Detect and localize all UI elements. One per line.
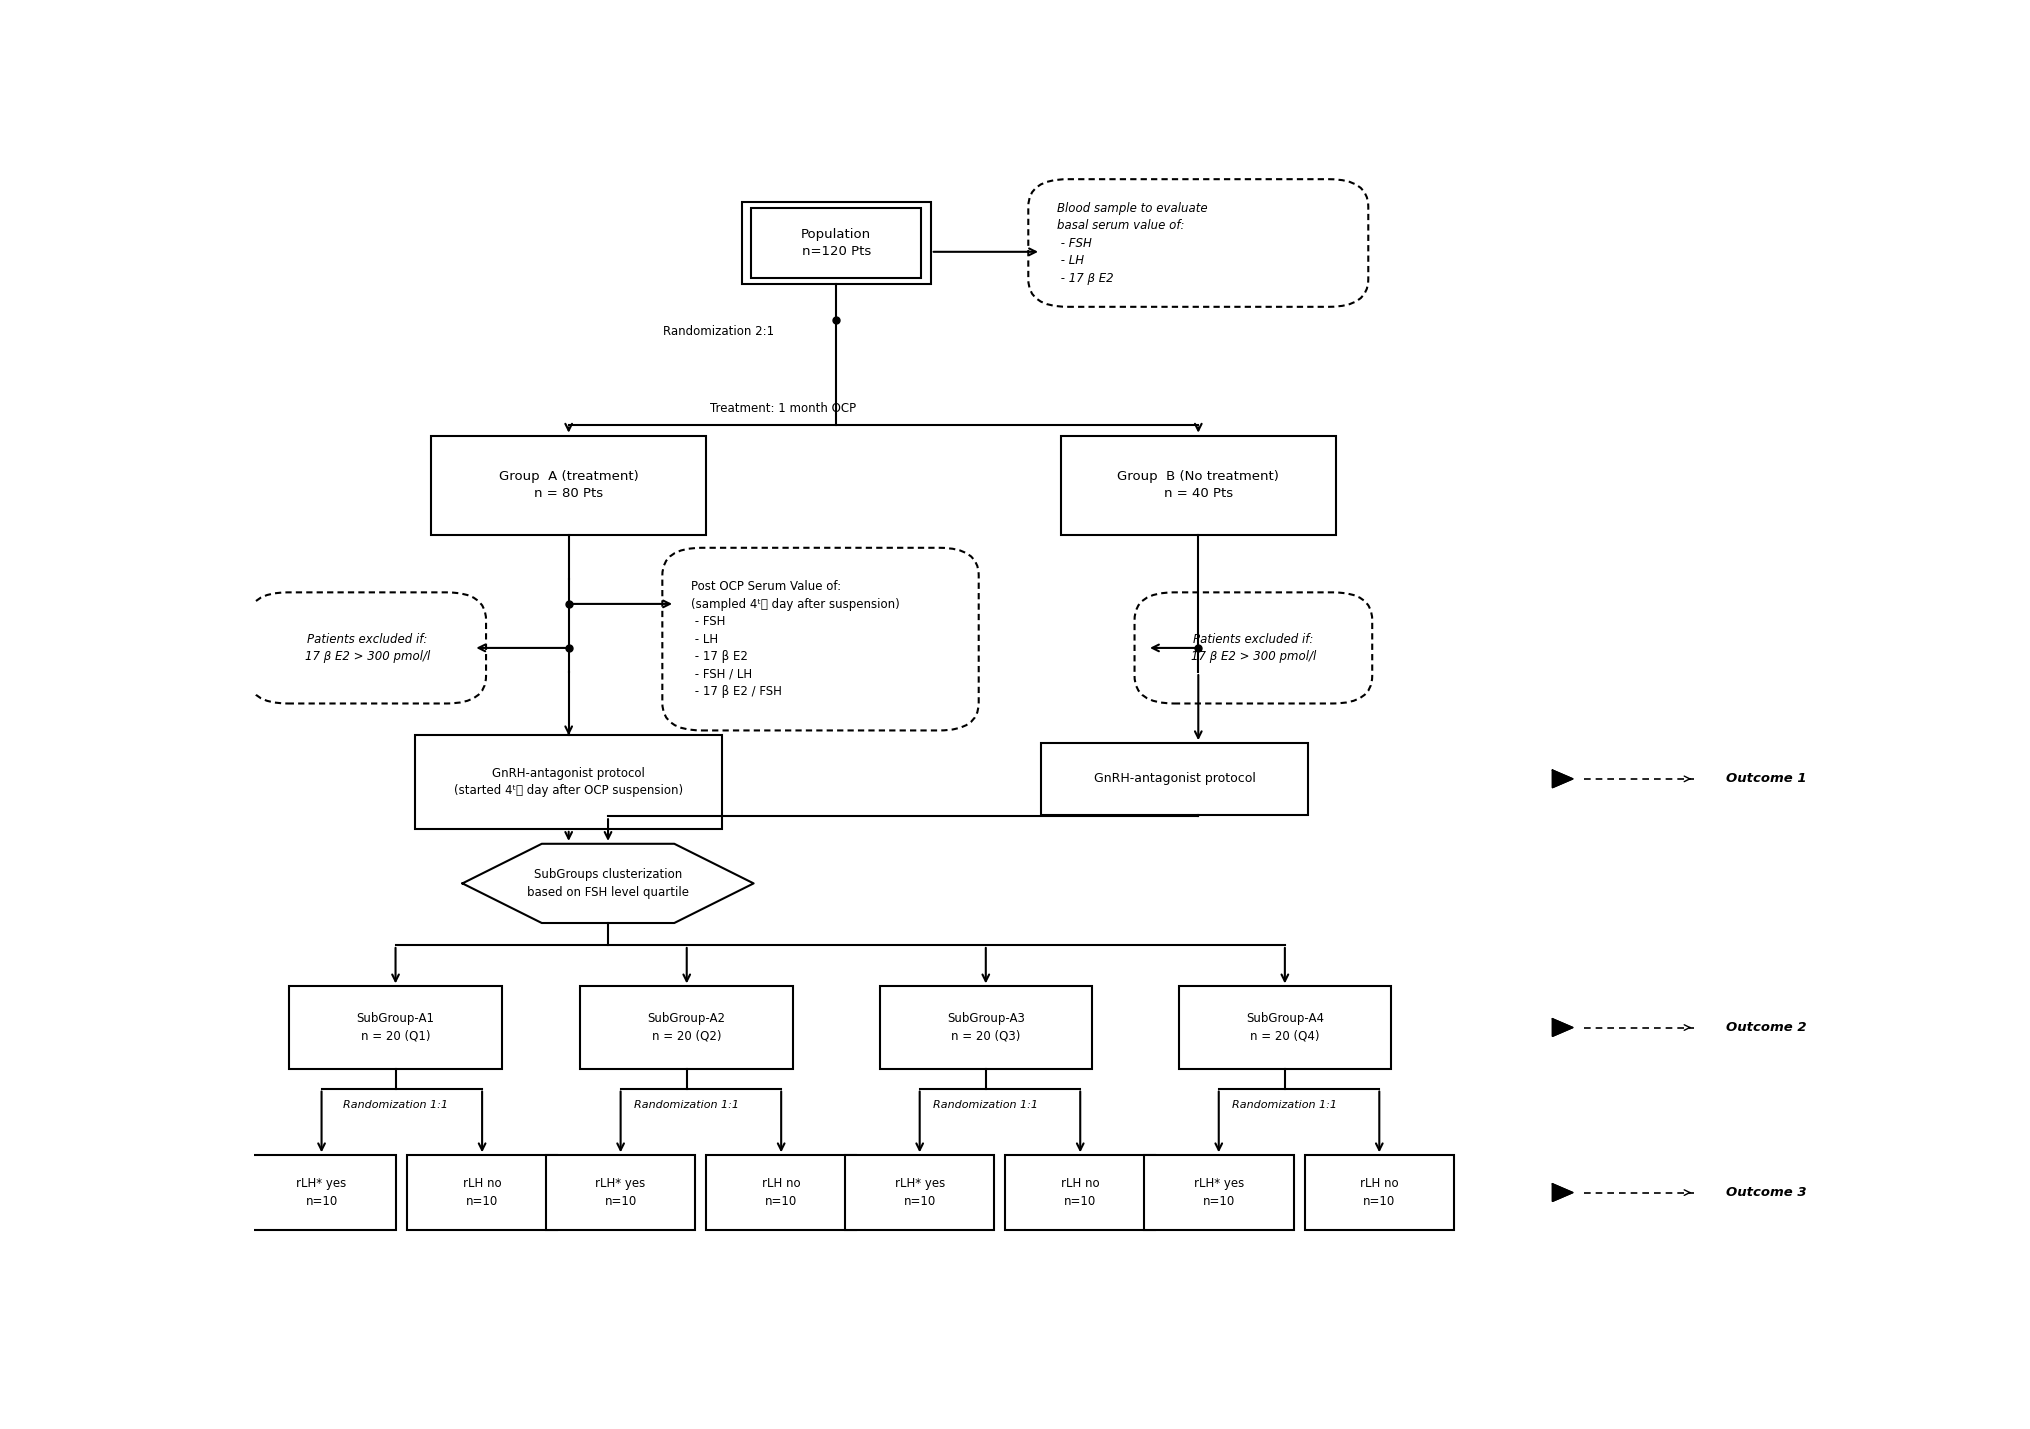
FancyBboxPatch shape [408, 1155, 556, 1230]
FancyBboxPatch shape [288, 986, 501, 1069]
FancyBboxPatch shape [1177, 986, 1391, 1069]
Text: rLH no
n=10: rLH no n=10 [761, 1177, 800, 1208]
Text: Outcome 3: Outcome 3 [1726, 1186, 1805, 1199]
Text: rLH no
n=10: rLH no n=10 [1360, 1177, 1399, 1208]
Text: Post OCP Serum Value of:
(sampled 4ᵗ˰ day after suspension)
 - FSH
 - LH
 - 17 β: Post OCP Serum Value of: (sampled 4ᵗ˰ da… [690, 580, 899, 699]
FancyBboxPatch shape [1060, 436, 1336, 534]
FancyBboxPatch shape [1135, 593, 1372, 703]
Text: Treatment: 1 month OCP: Treatment: 1 month OCP [710, 402, 857, 414]
Text: Patients excluded if:
17 β E2 > 300 pmol/l: Patients excluded if: 17 β E2 > 300 pmol… [1190, 633, 1315, 663]
FancyBboxPatch shape [741, 201, 930, 284]
FancyBboxPatch shape [662, 547, 978, 730]
Text: Blood sample to evaluate
basal serum value of:
 - FSH
 - LH
 - 17 β E2: Blood sample to evaluate basal serum val… [1056, 201, 1206, 284]
Text: Patients excluded if:
17 β E2 > 300 pmol/l: Patients excluded if: 17 β E2 > 300 pmol… [304, 633, 430, 663]
FancyBboxPatch shape [706, 1155, 855, 1230]
Text: Population
n=120 Pts: Population n=120 Pts [800, 227, 871, 259]
FancyBboxPatch shape [581, 986, 792, 1069]
FancyBboxPatch shape [751, 209, 922, 277]
Polygon shape [463, 843, 753, 923]
Text: SubGroup-A2
n = 20 (Q2): SubGroup-A2 n = 20 (Q2) [648, 1012, 725, 1043]
FancyBboxPatch shape [546, 1155, 694, 1230]
Text: rLH* yes
n=10: rLH* yes n=10 [595, 1177, 646, 1208]
FancyBboxPatch shape [844, 1155, 995, 1230]
Text: SubGroups clusterization
based on FSH level quartile: SubGroups clusterization based on FSH le… [526, 869, 688, 899]
Text: Randomization 2:1: Randomization 2:1 [662, 324, 773, 337]
Text: rLH no
n=10: rLH no n=10 [463, 1177, 501, 1208]
Text: rLH no
n=10: rLH no n=10 [1060, 1177, 1098, 1208]
Text: rLH* yes
n=10: rLH* yes n=10 [296, 1177, 347, 1208]
Text: GnRH-antagonist protocol: GnRH-antagonist protocol [1094, 772, 1255, 786]
Text: Randomization 1:1: Randomization 1:1 [1232, 1100, 1336, 1110]
FancyBboxPatch shape [248, 1155, 396, 1230]
FancyBboxPatch shape [1005, 1155, 1155, 1230]
Text: Group  B (No treatment)
n = 40 Pts: Group B (No treatment) n = 40 Pts [1116, 470, 1279, 500]
Text: Randomization 1:1: Randomization 1:1 [343, 1100, 449, 1110]
Text: GnRH-antagonist protocol
(started 4ᵗ˰ day after OCP suspension): GnRH-antagonist protocol (started 4ᵗ˰ da… [455, 767, 682, 797]
FancyBboxPatch shape [1039, 743, 1307, 815]
Polygon shape [1551, 770, 1571, 787]
Polygon shape [1551, 1183, 1571, 1202]
Text: SubGroup-A3
n = 20 (Q3): SubGroup-A3 n = 20 (Q3) [946, 1012, 1025, 1043]
Text: rLH* yes
n=10: rLH* yes n=10 [1194, 1177, 1242, 1208]
Text: Outcome 1: Outcome 1 [1726, 772, 1805, 786]
Polygon shape [1551, 1019, 1571, 1036]
Text: Randomization 1:1: Randomization 1:1 [934, 1100, 1037, 1110]
FancyBboxPatch shape [248, 593, 485, 703]
Text: SubGroup-A1
n = 20 (Q1): SubGroup-A1 n = 20 (Q1) [357, 1012, 434, 1043]
FancyBboxPatch shape [414, 736, 723, 829]
FancyBboxPatch shape [1303, 1155, 1453, 1230]
Text: Outcome 2: Outcome 2 [1726, 1022, 1805, 1035]
FancyBboxPatch shape [430, 436, 706, 534]
Text: rLH* yes
n=10: rLH* yes n=10 [893, 1177, 944, 1208]
FancyBboxPatch shape [1143, 1155, 1293, 1230]
Text: Randomization 1:1: Randomization 1:1 [633, 1100, 739, 1110]
FancyBboxPatch shape [879, 986, 1092, 1069]
Text: SubGroup-A4
n = 20 (Q4): SubGroup-A4 n = 20 (Q4) [1244, 1012, 1324, 1043]
FancyBboxPatch shape [1027, 179, 1368, 307]
Text: Group  A (treatment)
n = 80 Pts: Group A (treatment) n = 80 Pts [499, 470, 637, 500]
